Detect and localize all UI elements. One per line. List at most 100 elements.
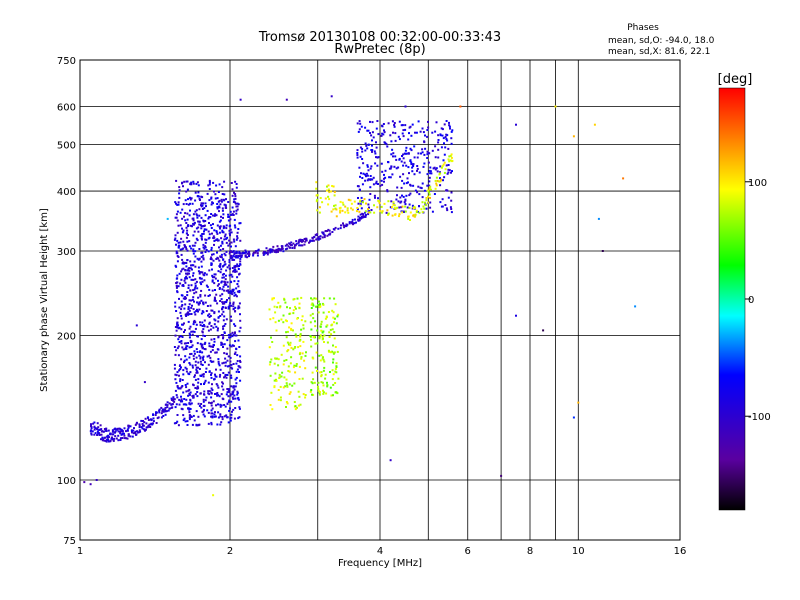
data-point	[280, 318, 283, 321]
data-point	[198, 257, 201, 260]
data-point	[180, 278, 183, 281]
data-point	[221, 207, 224, 210]
data-point	[225, 224, 228, 227]
data-point	[416, 165, 419, 167]
data-point	[409, 183, 412, 186]
data-point	[357, 197, 359, 199]
data-point	[316, 198, 319, 201]
data-point	[180, 398, 183, 401]
data-point	[289, 307, 291, 310]
data-point	[311, 303, 314, 306]
data-point	[186, 294, 189, 297]
data-point	[99, 424, 102, 427]
data-point	[202, 243, 205, 246]
data-point	[359, 155, 362, 158]
data-point	[187, 203, 190, 206]
data-point	[210, 423, 213, 426]
colorbar-label: [deg]	[718, 72, 753, 87]
data-point	[342, 224, 345, 227]
data-point	[225, 376, 228, 379]
data-point	[440, 178, 443, 181]
data-point	[370, 209, 373, 211]
data-point	[439, 184, 442, 187]
data-point	[106, 439, 108, 441]
data-point	[323, 234, 326, 237]
data-point	[189, 260, 192, 263]
data-point	[417, 120, 420, 123]
data-point	[211, 201, 214, 204]
data-point	[180, 358, 183, 361]
data-point	[227, 371, 230, 374]
data-point	[196, 391, 199, 393]
data-point	[235, 186, 238, 189]
data-point	[178, 272, 181, 275]
data-point	[400, 186, 403, 189]
data-point	[232, 210, 235, 213]
data-point	[196, 371, 199, 374]
data-point	[313, 297, 316, 300]
data-point	[175, 310, 178, 312]
data-point	[238, 291, 241, 294]
data-point	[196, 216, 199, 219]
data-point	[232, 200, 235, 203]
data-point	[388, 176, 391, 179]
data-point	[178, 186, 181, 189]
data-point	[181, 385, 184, 387]
data-point	[90, 432, 93, 435]
data-point	[215, 239, 218, 241]
data-point	[222, 248, 225, 250]
data-point	[203, 343, 206, 345]
data-point	[299, 403, 302, 406]
data-point	[184, 303, 187, 306]
data-point	[203, 230, 205, 233]
data-point	[385, 143, 388, 146]
data-point	[210, 409, 213, 412]
data-point	[219, 244, 222, 247]
data-point	[194, 265, 197, 268]
data-point	[184, 212, 187, 215]
data-point	[217, 416, 220, 419]
data-point	[213, 276, 216, 279]
data-point	[190, 299, 193, 302]
data-point	[450, 153, 453, 156]
data-point	[321, 338, 324, 341]
data-point	[383, 180, 385, 183]
data-point	[405, 194, 408, 197]
data-point	[190, 313, 193, 315]
data-point	[127, 426, 130, 429]
data-point	[237, 417, 240, 420]
data-point	[106, 435, 109, 438]
data-point	[439, 171, 441, 174]
data-point	[277, 250, 279, 253]
data-point	[277, 358, 280, 361]
data-point	[201, 233, 204, 235]
data-point	[357, 185, 360, 188]
data-point	[193, 311, 196, 314]
data-point	[357, 218, 359, 221]
data-point	[277, 301, 280, 304]
data-point	[211, 280, 214, 283]
data-point	[290, 356, 293, 359]
data-point	[376, 206, 379, 209]
data-point	[176, 274, 179, 277]
data-point	[170, 397, 173, 400]
data-point	[336, 350, 339, 353]
data-point	[326, 384, 329, 387]
data-point	[214, 351, 217, 354]
data-point	[189, 339, 192, 342]
data-point	[210, 264, 213, 266]
data-point	[332, 361, 334, 364]
data-point	[274, 311, 277, 314]
data-point	[373, 194, 376, 197]
data-point	[120, 428, 123, 431]
data-point	[434, 179, 437, 182]
data-point	[204, 361, 206, 364]
data-point	[356, 208, 359, 211]
data-point	[234, 270, 237, 273]
data-point	[449, 154, 452, 157]
data-point	[162, 410, 165, 413]
data-point	[425, 204, 428, 207]
data-point	[227, 390, 230, 393]
data-point	[300, 356, 303, 359]
data-point	[201, 410, 204, 413]
